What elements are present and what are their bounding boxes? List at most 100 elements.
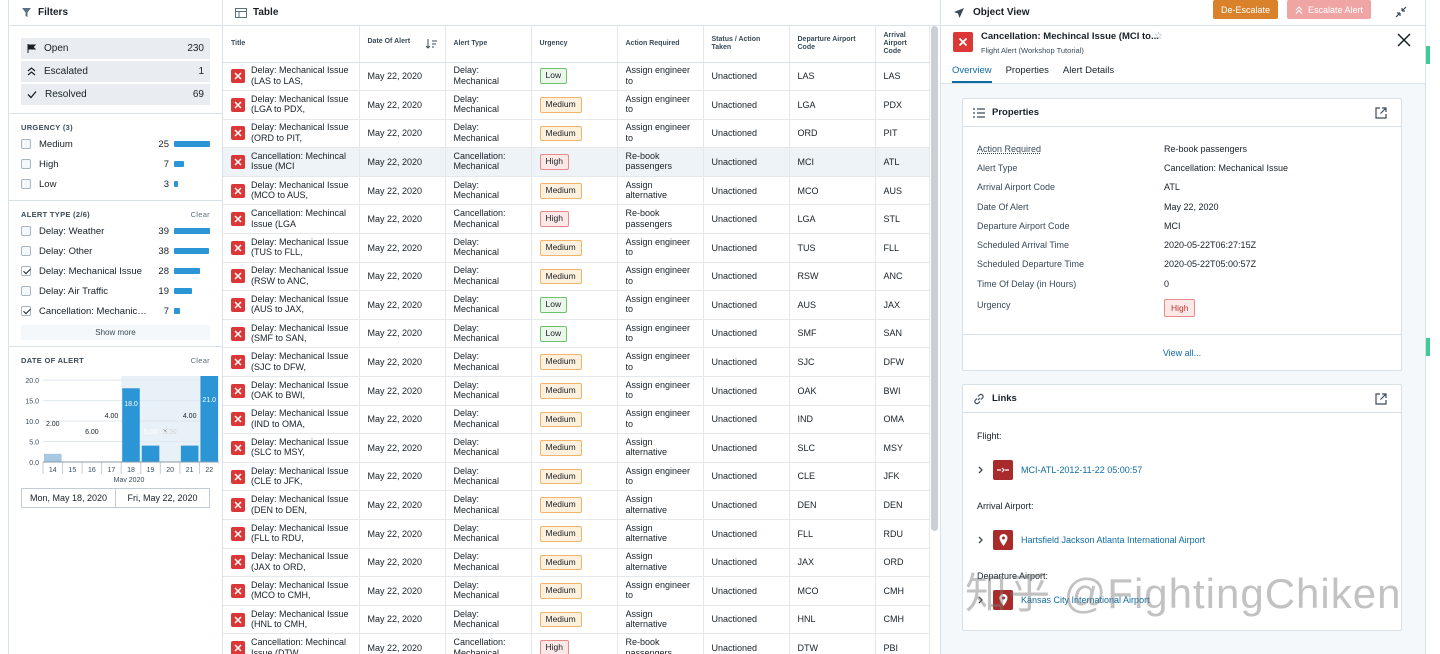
alert-title[interactable]: Delay: Mechanical Issue (OAK to BWI,: [251, 379, 349, 401]
table-row[interactable]: Delay: Mechanical Issue (OAK to BWI, May …: [223, 376, 930, 406]
alert-title[interactable]: Delay: Mechanical Issue (FLL to RDU,: [251, 522, 349, 544]
histogram-bar[interactable]: [200, 376, 218, 462]
alert-title[interactable]: Delay: Mechanical Issue (HNL to CMH,: [251, 608, 349, 629]
alert-title[interactable]: Cancellation: Mechincal Issue (LGA: [251, 208, 347, 229]
alert-title[interactable]: Cancellation: Mechincal Issue (DTW: [251, 637, 347, 654]
escalate-alert-button[interactable]: Escalate Alert: [1287, 0, 1372, 19]
alert-title[interactable]: Delay: Mechanical Issue (MCO to CMH,: [251, 579, 349, 601]
alert-type-option[interactable]: Delay: Other 38: [21, 241, 210, 261]
urgency-option[interactable]: Low 3: [21, 174, 210, 194]
status-resolved[interactable]: Resolved 69: [21, 84, 210, 107]
arrival-airport-row[interactable]: Hartsfield Jackson Atlanta International…: [963, 529, 1401, 551]
chevron-right-icon[interactable]: [977, 466, 985, 474]
clear-alert-type-button[interactable]: Clear: [190, 209, 210, 219]
alert-type-option[interactable]: Cancellation: Mechanical Issue 7: [21, 301, 210, 321]
alert-type-option[interactable]: Delay: Weather 39: [21, 221, 210, 241]
open-external-icon[interactable]: [1375, 107, 1387, 119]
alert-title[interactable]: Delay: Mechanical Issue (DEN to DEN,: [251, 494, 349, 515]
histogram-bar[interactable]: [180, 445, 199, 462]
table-row[interactable]: Delay: Mechanical Issue (LGA to PDX, May …: [223, 90, 930, 120]
column-header[interactable]: Date Of Alert: [359, 26, 446, 63]
alert-title[interactable]: Delay: Mechanical Issue (MCO to AUS,: [251, 179, 349, 201]
close-icon[interactable]: [1396, 32, 1412, 48]
tab-properties[interactable]: Properties: [1005, 65, 1049, 76]
table-row[interactable]: Cancellation: Mechincal Issue (DTW May 22…: [223, 633, 930, 654]
column-header[interactable]: Action Required: [617, 26, 704, 63]
chevron-right-icon[interactable]: [977, 596, 985, 604]
alert-title[interactable]: Delay: Mechanical Issue (AUS to JAX,: [251, 294, 349, 315]
flight-link[interactable]: MCI-ATL-2012-11-22 05:00:57: [1021, 465, 1143, 475]
de-escalate-button[interactable]: De-Escalate: [1213, 0, 1279, 19]
alert-type-option[interactable]: Delay: Air Traffic 19: [21, 281, 210, 301]
clear-date-button[interactable]: Clear: [190, 355, 210, 365]
departure-airport-link[interactable]: Kansas City International Airport: [1021, 595, 1150, 605]
urgency-option[interactable]: Medium 25: [21, 134, 210, 154]
checkbox[interactable]: [21, 179, 31, 189]
table-row[interactable]: Delay: Mechanical Issue (MCO to AUS, May …: [223, 176, 930, 206]
alert-title[interactable]: Cancellation: Mechincal Issue (MCI: [251, 151, 347, 172]
checkbox[interactable]: [21, 266, 31, 276]
column-header[interactable]: Alert Type: [445, 26, 532, 63]
alert-title[interactable]: Delay: Mechanical Issue (SLC to MSY,: [251, 437, 349, 458]
table-row[interactable]: Delay: Mechanical Issue (IND to OMA, May …: [223, 405, 930, 435]
table-row[interactable]: Delay: Mechanical Issue (LAS to LAS, May …: [223, 62, 930, 92]
show-more-button[interactable]: Show more: [21, 325, 210, 340]
end-date-input[interactable]: Fri, May 22, 2020: [115, 489, 209, 507]
tab-alert-details[interactable]: Alert Details: [1062, 65, 1115, 76]
table-row[interactable]: Delay: Mechanical Issue (AUS to JAX, May …: [223, 290, 930, 320]
table-row[interactable]: Cancellation: Mechincal Issue (LGA May 22…: [223, 204, 930, 235]
column-header[interactable]: Title: [223, 26, 360, 63]
column-header[interactable]: Status / Action Taken: [703, 26, 790, 63]
date-histogram[interactable]: 20.0 15.0 10.0 5.0 0.0 2.00 14 15 6.00 16 4.00 17 18…: [9, 367, 222, 482]
table-row[interactable]: Cancellation: Mechincal Issue (MCI May 22…: [223, 147, 930, 177]
alert-type-option[interactable]: Delay: Mechanical Issue 28: [21, 261, 210, 281]
alert-title[interactable]: Delay: Mechanical Issue (JAX to ORD,: [251, 551, 349, 572]
column-header[interactable]: Departure Airport Code: [789, 26, 876, 63]
urgency-option[interactable]: High 7: [21, 154, 210, 174]
column-header[interactable]: Urgency: [531, 26, 618, 63]
table-row[interactable]: Delay: Mechanical Issue (SJC to DFW, May …: [223, 347, 930, 378]
table-row[interactable]: Delay: Mechanical Issue (FLL to RDU, May …: [223, 519, 930, 549]
arrival-airport-link[interactable]: Hartsfield Jackson Atlanta International…: [1021, 535, 1206, 545]
status-open[interactable]: Open 230: [21, 38, 210, 61]
view-all-link[interactable]: View all...: [1162, 347, 1202, 358]
flight-link-row[interactable]: MCI-ATL-2012-11-22 05:00:57: [963, 459, 1401, 481]
histogram-bar[interactable]: [141, 445, 160, 462]
status-escalated[interactable]: Escalated 1: [21, 61, 210, 84]
alert-title[interactable]: Delay: Mechanical Issue (SJC to DFW,: [251, 351, 349, 372]
alert-title[interactable]: Delay: Mechanical Issue (ORD to PIT,: [251, 122, 349, 143]
star-icon[interactable]: ☆: [1154, 31, 1163, 42]
table-row[interactable]: Delay: Mechanical Issue (ORD to PIT, May …: [223, 119, 930, 149]
table-row[interactable]: Delay: Mechanical Issue (CLE to JFK, May …: [223, 462, 930, 492]
table-row[interactable]: Delay: Mechanical Issue (TUS to FLL, May …: [223, 233, 930, 263]
departure-airport-row[interactable]: Kansas City International Airport: [963, 589, 1401, 611]
column-header[interactable]: Arrival Airport Code: [875, 26, 930, 63]
histogram-bar[interactable]: [122, 388, 140, 462]
tab-overview[interactable]: Overview: [952, 65, 992, 83]
histogram-bar[interactable]: [44, 453, 62, 462]
checkbox[interactable]: [21, 159, 31, 169]
alert-title[interactable]: Delay: Mechanical Issue (TUS to FLL,: [251, 236, 349, 258]
checkbox[interactable]: [21, 306, 31, 316]
table-row[interactable]: Delay: Mechanical Issue (MCO to CMH, May …: [223, 576, 930, 606]
table-row[interactable]: Delay: Mechanical Issue (DEN to DEN, May …: [223, 490, 930, 520]
checkbox[interactable]: [21, 226, 31, 236]
sort-descending-icon[interactable]: [425, 39, 437, 49]
alert-title[interactable]: Delay: Mechanical Issue (RSW to ANC,: [251, 265, 349, 286]
start-date-input[interactable]: Mon, May 18, 2020: [29, 493, 108, 503]
alert-title[interactable]: Delay: Mechanical Issue (LGA to PDX,: [251, 93, 349, 115]
table-row[interactable]: Delay: Mechanical Issue (JAX to ORD, May …: [223, 548, 930, 578]
alert-title[interactable]: Delay: Mechanical Issue (IND to OMA,: [251, 408, 349, 429]
checkbox[interactable]: [21, 139, 31, 149]
alert-title[interactable]: Delay: Mechanical Issue (CLE to JFK,: [251, 465, 349, 486]
alert-title[interactable]: Delay: Mechanical Issue (SMF to SAN,: [251, 322, 349, 343]
table-row[interactable]: Delay: Mechanical Issue (SMF to SAN, May …: [223, 319, 930, 349]
table-scrollbar[interactable]: [931, 26, 938, 531]
checkbox[interactable]: [21, 286, 31, 296]
table-row[interactable]: Delay: Mechanical Issue (SLC to MSY, May …: [223, 433, 930, 463]
table-row[interactable]: Delay: Mechanical Issue (RSW to ANC, May …: [223, 262, 930, 292]
open-external-icon[interactable]: [1375, 393, 1387, 405]
minimize-icon[interactable]: [1395, 6, 1407, 18]
table-row[interactable]: Delay: Mechanical Issue (HNL to CMH, May …: [223, 605, 930, 635]
chevron-right-icon[interactable]: [977, 536, 985, 544]
